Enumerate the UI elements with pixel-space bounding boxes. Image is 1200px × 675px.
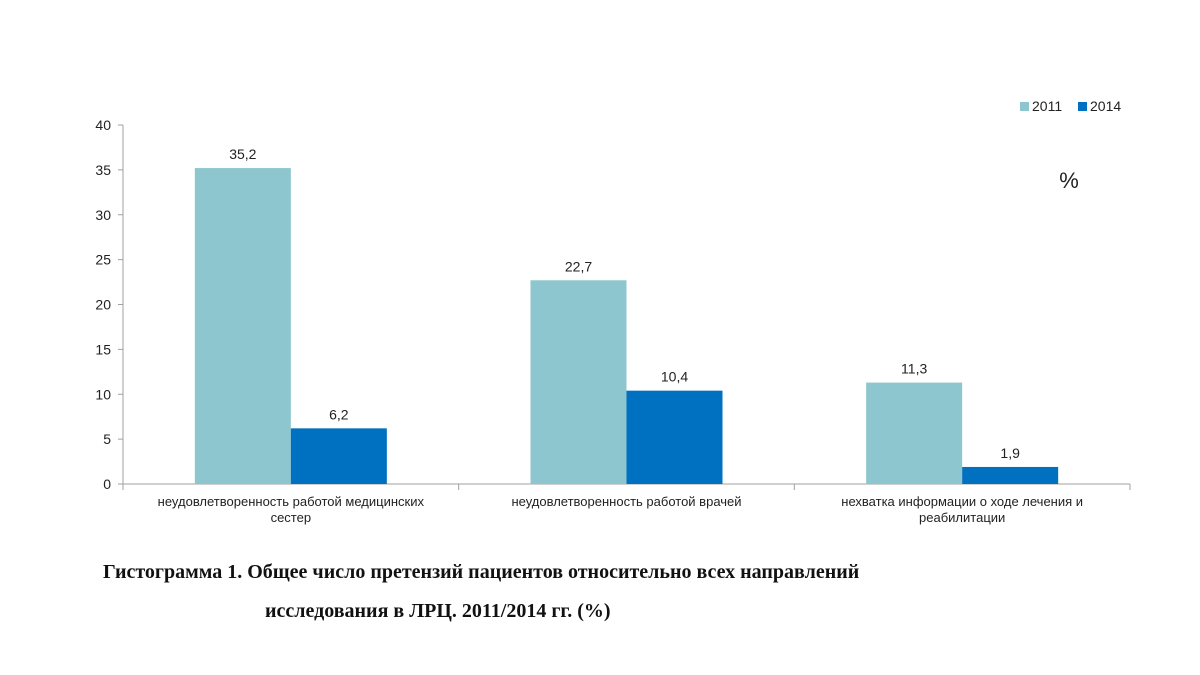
y-tick-label: 40 [95, 117, 111, 133]
x-category-label: сестер [271, 510, 312, 525]
x-category-label: неудовлетворенность работой врачей [511, 494, 741, 509]
legend-swatch [1020, 102, 1029, 111]
y-tick-label: 15 [95, 341, 111, 357]
data-label: 6,2 [329, 406, 349, 422]
data-label: 1,9 [1000, 445, 1020, 461]
x-category-label: неудовлетворенность работой медицинских [158, 494, 425, 509]
unit-label: % [1059, 168, 1079, 193]
data-label: 10,4 [661, 369, 688, 385]
legend-label: 2014 [1090, 98, 1121, 114]
x-category-label: реабилитации [919, 510, 1005, 525]
bar-chart: 0 5 10 15 20 25 30 35 40 35,2 6,2 неудовлетвореннос… [95, 98, 1131, 525]
bar-2014 [290, 428, 387, 484]
bar-2014 [962, 466, 1059, 484]
y-tick-label: 30 [95, 207, 111, 223]
bar-2014 [626, 390, 723, 484]
y-tick-label: 5 [103, 431, 111, 447]
y-tick-label: 10 [95, 386, 111, 402]
chart-caption-line-2: исследования в ЛРЦ. 2011/2014 гг. (%) [265, 600, 611, 622]
bar-2011 [866, 382, 963, 484]
y-tick-label: 0 [103, 476, 111, 492]
bar-2011 [530, 280, 627, 484]
data-label: 35,2 [229, 146, 256, 162]
y-tick-label: 35 [95, 162, 111, 178]
legend-label: 2011 [1032, 98, 1062, 114]
x-category-label: нехватка информации о ходе лечения и [841, 494, 1083, 509]
y-tick-label: 20 [95, 297, 111, 313]
data-label: 22,7 [565, 258, 592, 274]
chart-caption-line-1: Гистограмма 1. Общее число претензий пац… [103, 561, 860, 583]
y-tick-label: 25 [95, 252, 111, 268]
legend-swatch [1078, 102, 1087, 111]
data-label: 11,3 [901, 361, 927, 377]
bar-2011 [194, 168, 291, 484]
